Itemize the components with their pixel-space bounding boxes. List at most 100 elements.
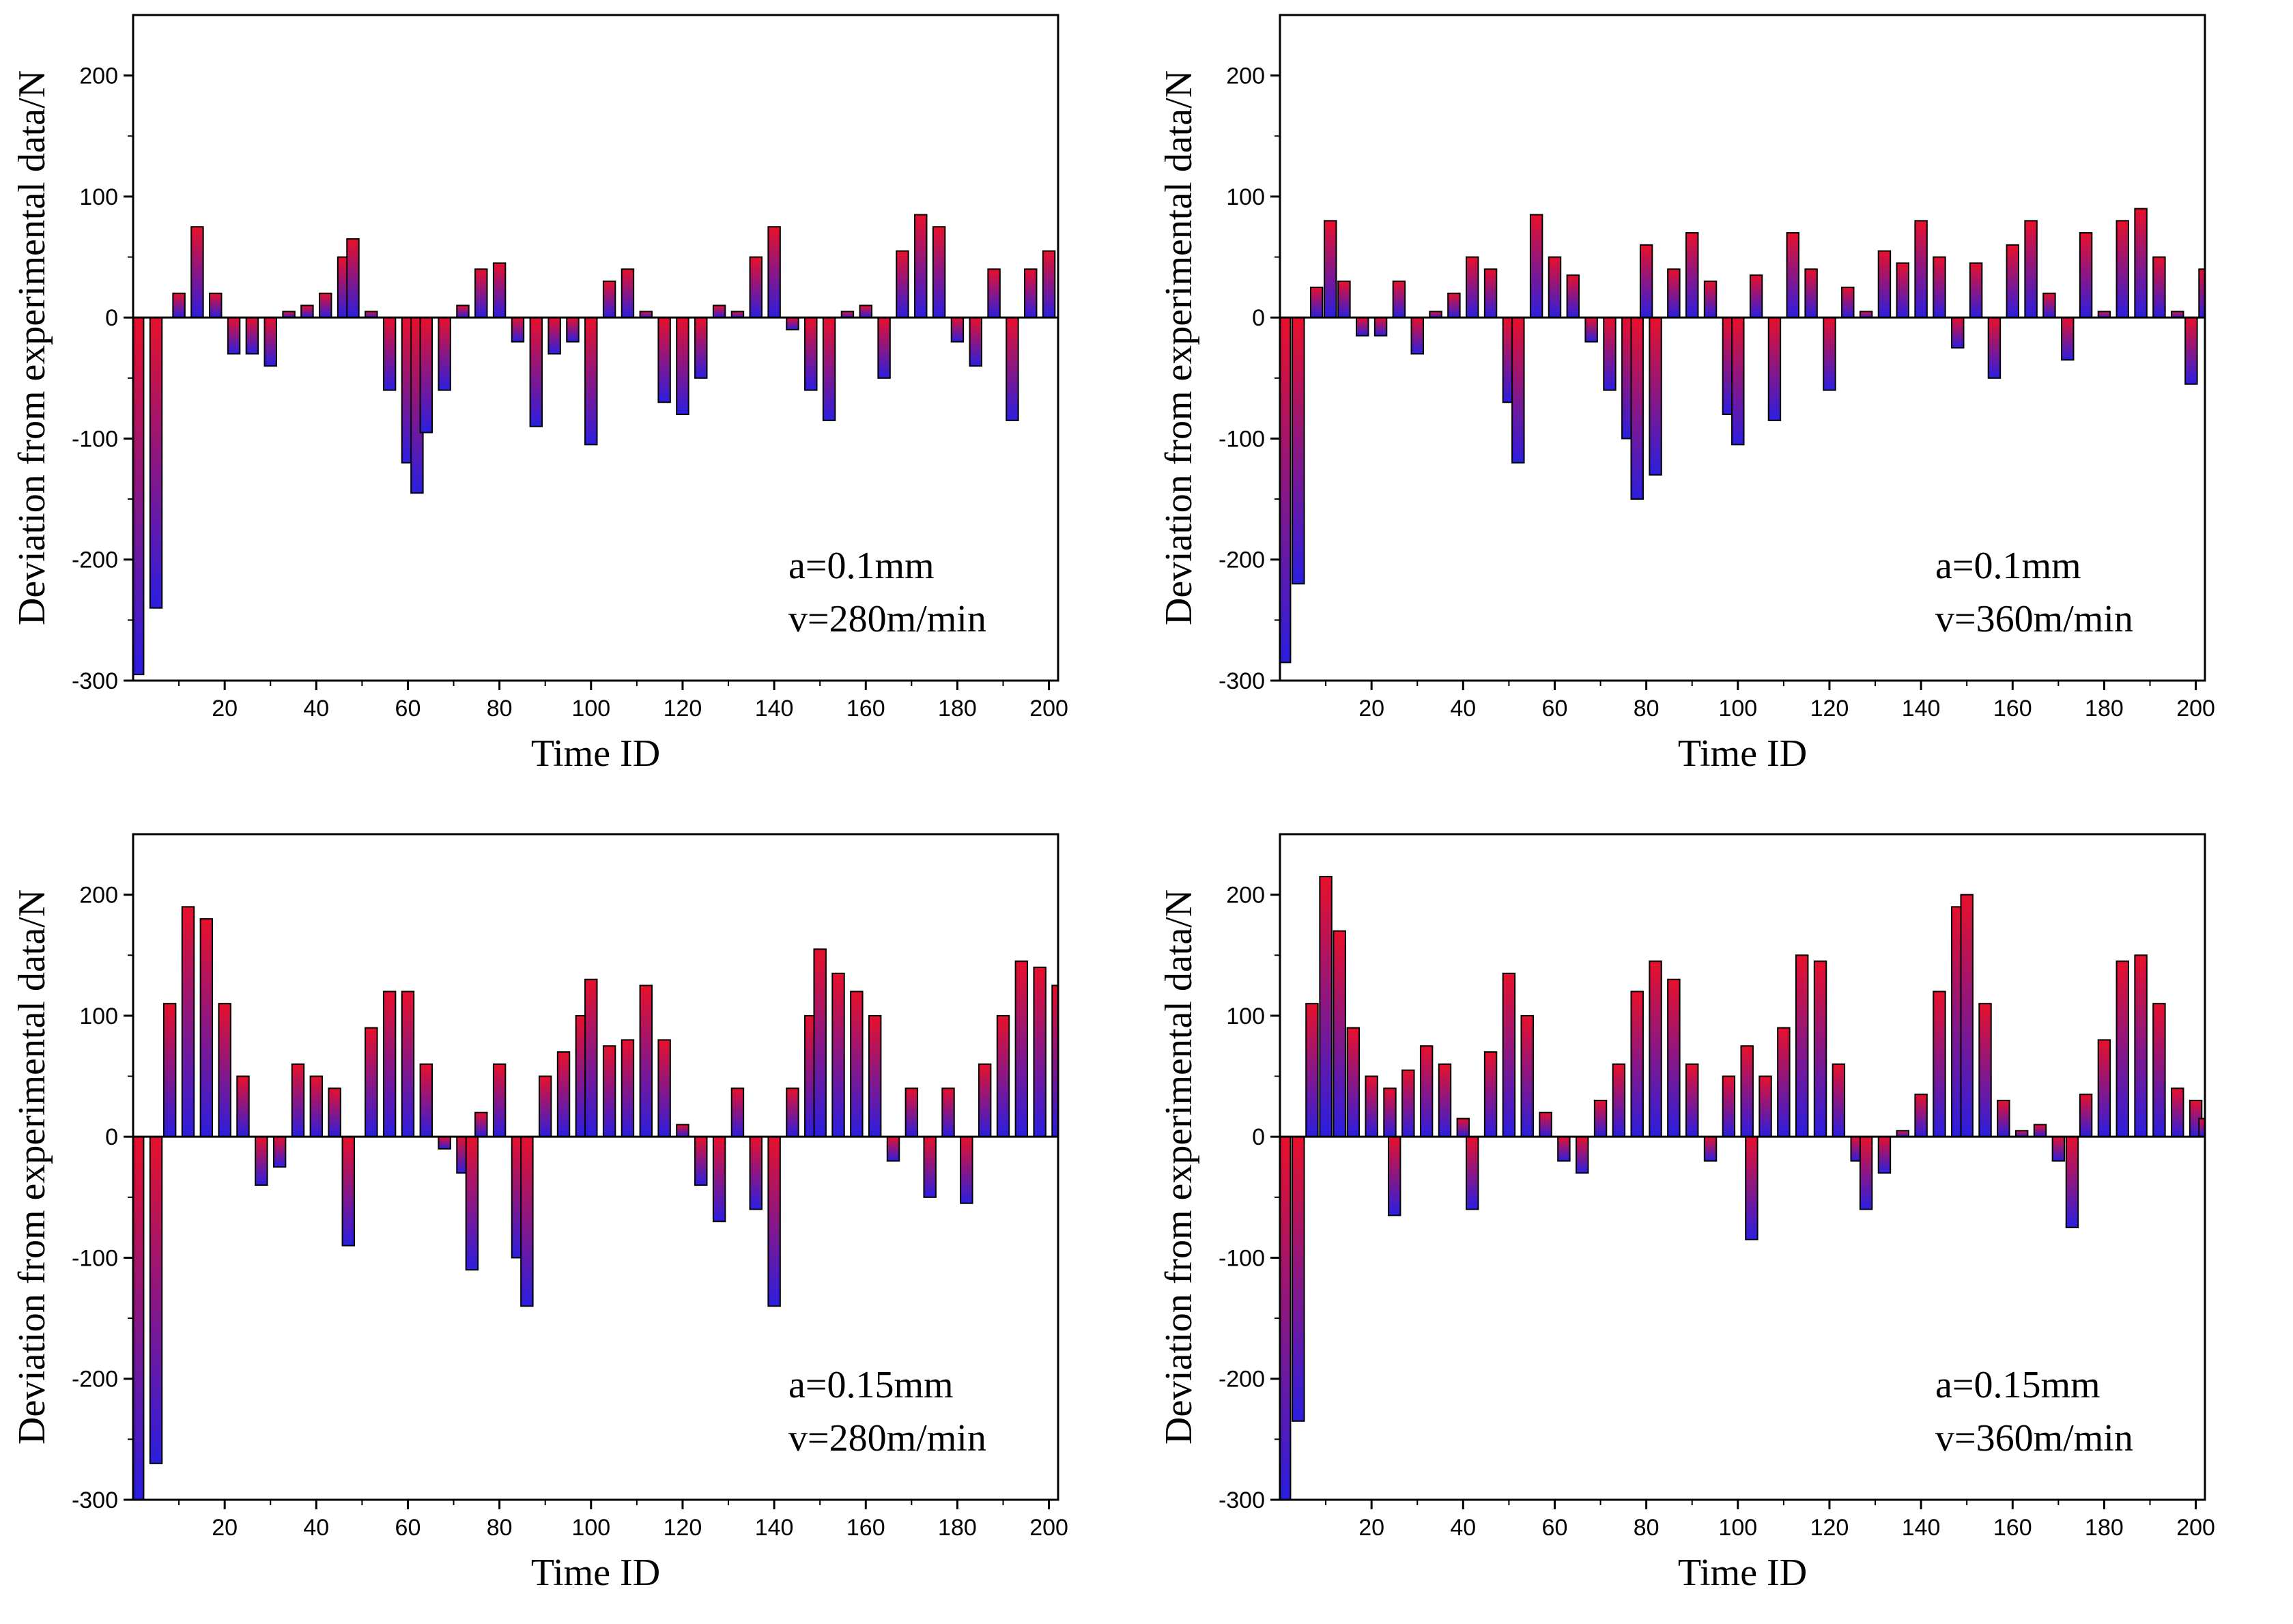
bar xyxy=(804,317,818,391)
y-tick-label: 100 xyxy=(1226,1003,1265,1029)
x-tick-label: 120 xyxy=(1810,1515,1849,1541)
bar xyxy=(2065,1136,2079,1229)
x-tick-label: 60 xyxy=(395,1515,421,1541)
x-tick-label: 60 xyxy=(1542,1515,1568,1541)
bar xyxy=(1758,1075,1772,1138)
bar xyxy=(1387,1136,1401,1216)
bar xyxy=(2024,220,2038,319)
bar xyxy=(1804,268,1818,319)
bar xyxy=(2051,1136,2066,1162)
bar xyxy=(1438,1063,1452,1138)
x-tick-label: 140 xyxy=(755,696,794,722)
bar xyxy=(941,1087,955,1138)
bar xyxy=(1813,960,1827,1138)
y-tick-label: 200 xyxy=(1226,63,1265,89)
x-tick-label: 60 xyxy=(1542,696,1568,722)
x-tick-label: 80 xyxy=(1634,1515,1660,1541)
bar xyxy=(438,317,451,391)
y-tick-label: -100 xyxy=(1219,1245,1265,1271)
bar xyxy=(382,317,397,391)
bar xyxy=(1576,1136,1589,1174)
bar xyxy=(786,317,799,330)
x-tick-label: 60 xyxy=(395,696,421,722)
y-tick-label: 0 xyxy=(105,305,118,331)
bar xyxy=(1356,317,1369,337)
x-tick-label: 40 xyxy=(303,696,329,722)
bar xyxy=(1346,1027,1361,1138)
bar xyxy=(1337,281,1351,319)
bar xyxy=(767,226,781,319)
bar xyxy=(172,292,186,319)
x-tick-label: 80 xyxy=(487,1515,513,1541)
bar xyxy=(1933,256,1946,319)
bar xyxy=(2097,1039,2111,1138)
bar xyxy=(584,317,598,446)
chart-panel-1: -300 -200 -100 0 100 200 20 40 60 80 100 120 140 160 1… xyxy=(0,0,1126,799)
bar xyxy=(2171,1087,2184,1138)
x-tick-label: 160 xyxy=(1993,1515,2032,1541)
bar xyxy=(584,978,598,1138)
bar xyxy=(1767,317,1782,421)
bar xyxy=(149,317,163,609)
bar xyxy=(419,317,433,433)
bar xyxy=(1033,967,1046,1138)
bar xyxy=(1703,281,1718,319)
bar xyxy=(1612,1063,1626,1138)
bar xyxy=(1566,274,1580,319)
bar xyxy=(1777,1027,1791,1138)
bar xyxy=(1740,1045,1754,1138)
bar xyxy=(2116,220,2129,319)
bar xyxy=(1483,1051,1498,1138)
bar xyxy=(556,1051,571,1138)
bar xyxy=(1410,317,1424,355)
bar xyxy=(227,317,241,355)
chart-svg-3: -300 -200 -100 0 100 200 20 40 60 80 100 120 140 160 1… xyxy=(11,833,1068,1594)
bar xyxy=(923,1136,937,1198)
bar xyxy=(1305,1003,1319,1138)
bar xyxy=(1630,991,1644,1138)
x-axis-label: Time ID xyxy=(1678,732,1807,775)
bar xyxy=(1333,930,1346,1138)
bar xyxy=(245,317,259,355)
bar xyxy=(1896,262,1909,319)
x-tick-label: 20 xyxy=(1358,1515,1384,1541)
bar xyxy=(272,1136,287,1168)
bar xyxy=(621,268,635,319)
bar xyxy=(978,1063,992,1138)
chart-panel-2: -300 -200 -100 0 100 200 20 40 60 80 100 120 140 160 1… xyxy=(1147,0,2273,799)
bar xyxy=(1466,256,1479,319)
bar xyxy=(1529,214,1543,319)
bar xyxy=(896,250,909,319)
x-tick-label: 180 xyxy=(2085,1515,2124,1541)
x-tick-label: 140 xyxy=(755,1515,794,1541)
bar xyxy=(749,256,763,319)
bar xyxy=(1466,1136,1479,1210)
bar xyxy=(300,304,314,319)
chart-panel-3: -300 -200 -100 0 100 200 20 40 60 80 100 120 140 160 1… xyxy=(0,819,1126,1618)
bar xyxy=(1685,232,1699,319)
y-tick-label: -300 xyxy=(1219,1487,1265,1513)
bar xyxy=(602,281,616,319)
bar xyxy=(309,1075,324,1138)
bar xyxy=(365,1027,378,1138)
chart-panel-4: -300 -200 -100 0 100 200 20 40 60 80 100 120 140 160 1… xyxy=(1147,819,2273,1618)
x-tick-label: 120 xyxy=(664,1515,702,1541)
y-tick-label: 200 xyxy=(1226,883,1265,909)
bar xyxy=(694,1136,708,1186)
bar xyxy=(850,991,864,1138)
chart-svg-2: -300 -200 -100 0 100 200 20 40 60 80 100 120 140 160 1… xyxy=(1158,14,2215,775)
chart-svg-1: -300 -200 -100 0 100 200 20 40 60 80 100 120 140 160 1… xyxy=(11,14,1068,775)
x-tick-label: 20 xyxy=(212,696,238,722)
bar xyxy=(1392,281,1406,319)
bar xyxy=(859,304,872,319)
bar xyxy=(319,292,332,319)
bar xyxy=(2079,1094,2093,1138)
bar xyxy=(341,1136,355,1247)
bar xyxy=(914,214,928,319)
condition-annotation: a=0.15mm xyxy=(1935,1364,2100,1406)
bar xyxy=(1483,268,1498,319)
bar xyxy=(2116,960,2129,1138)
x-tick-label: 120 xyxy=(664,696,702,722)
bar xyxy=(1502,972,1516,1138)
y-tick-label: -300 xyxy=(72,668,118,694)
